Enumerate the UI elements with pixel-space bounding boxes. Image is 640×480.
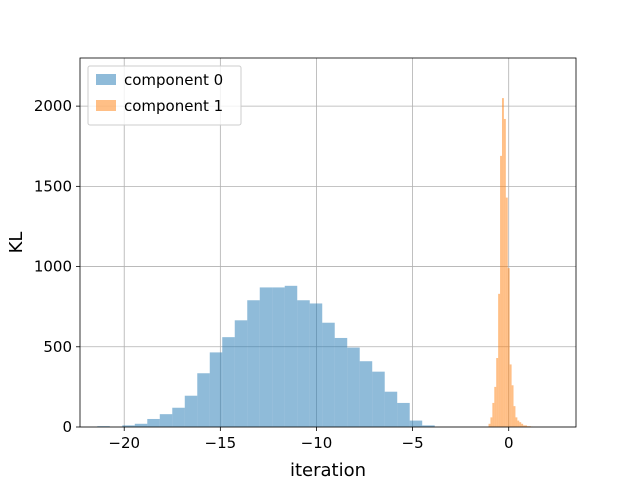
y-tick-label: 2000 [34, 97, 72, 115]
histogram-bar-component-0 [372, 371, 385, 427]
histogram-bar-component-0 [247, 300, 260, 427]
histogram-bar-component-0 [297, 300, 310, 427]
x-tick-label: −5 [402, 434, 424, 452]
histogram-bar-component-0 [409, 420, 423, 427]
histogram-bar-component-1 [498, 293, 501, 427]
histogram-bar-component-1 [490, 417, 493, 427]
histogram-bar-component-0 [222, 337, 235, 427]
legend-swatch-component-0 [96, 74, 116, 85]
histogram-bar-component-1 [503, 118, 506, 428]
y-axis-label: KL [6, 232, 27, 254]
histogram-bar-component-0 [209, 352, 223, 427]
histogram-bar-component-1 [500, 155, 502, 427]
histogram-bar-component-1 [492, 402, 495, 427]
histogram-bar-component-0 [397, 402, 410, 427]
histogram-bar-component-1 [494, 386, 497, 427]
histogram-bar-component-0 [259, 287, 273, 427]
histogram-bar-component-1 [505, 197, 508, 427]
histogram-bar-component-0 [234, 320, 248, 427]
histogram-bars [97, 98, 533, 428]
histogram-bar-component-1 [507, 268, 510, 427]
histogram-bar-component-0 [347, 347, 360, 427]
histogram-bar-component-0 [134, 423, 148, 427]
histogram-bar-component-0 [272, 287, 285, 427]
histogram-bar-component-1 [511, 385, 514, 427]
histogram-bar-component-1 [488, 423, 491, 427]
histogram-bar-component-1 [523, 425, 526, 427]
histogram-bar-component-1 [517, 420, 520, 427]
legend: component 0 component 1 [87, 65, 242, 126]
histogram-bar-component-0 [284, 285, 298, 427]
legend-label-component-0: component 0 [124, 71, 223, 89]
histogram-bar-component-0 [172, 407, 185, 427]
histogram-bar-component-1 [519, 422, 522, 427]
legend-frame [87, 65, 242, 126]
histogram-bar-component-0 [334, 337, 348, 427]
histogram-bar-component-0 [184, 395, 198, 427]
histogram-bar-component-1 [521, 423, 524, 427]
y-tick-label: 0 [62, 418, 72, 436]
histogram-bar-component-0 [309, 303, 323, 427]
histogram-bar-component-0 [422, 425, 435, 427]
x-tick-label: −15 [205, 434, 237, 452]
x-tick-label: −10 [301, 434, 333, 452]
y-tick-label: 1000 [34, 258, 72, 276]
axis-ticks: −20 −15 −10 −5 0 0 500 1000 1500 2000 [34, 97, 514, 452]
histogram-bar-component-0 [384, 391, 398, 427]
y-tick-label: 1500 [34, 177, 72, 195]
histogram-bar-component-0 [147, 418, 160, 427]
histogram-bar-component-1 [528, 426, 531, 427]
x-tick-label: −20 [108, 434, 140, 452]
x-axis-label: iteration [290, 460, 366, 480]
x-tick-label: 0 [504, 434, 514, 452]
histogram-bar-component-1 [526, 426, 529, 427]
histogram-bar-component-1 [496, 358, 499, 427]
histogram-bar-component-0 [197, 373, 210, 427]
histogram-bar-component-1 [513, 406, 516, 427]
histogram-bar-component-1 [515, 417, 518, 427]
plot-area-frame [79, 57, 577, 428]
histogram-bar-component-1 [501, 98, 504, 427]
legend-swatch-component-1 [96, 100, 116, 111]
histogram-bar-component-0 [122, 425, 135, 427]
histogram-bar-component-0 [97, 426, 110, 427]
histogram-bar-component-0 [359, 361, 373, 427]
y-tick-label: 500 [43, 338, 72, 356]
histogram-bar-component-0 [322, 322, 335, 427]
histogram-bar-component-1 [525, 425, 527, 427]
histogram-bar-component-0 [159, 414, 173, 427]
legend-label-component-1: component 1 [124, 97, 223, 115]
histogram-bar-component-1 [509, 364, 512, 427]
